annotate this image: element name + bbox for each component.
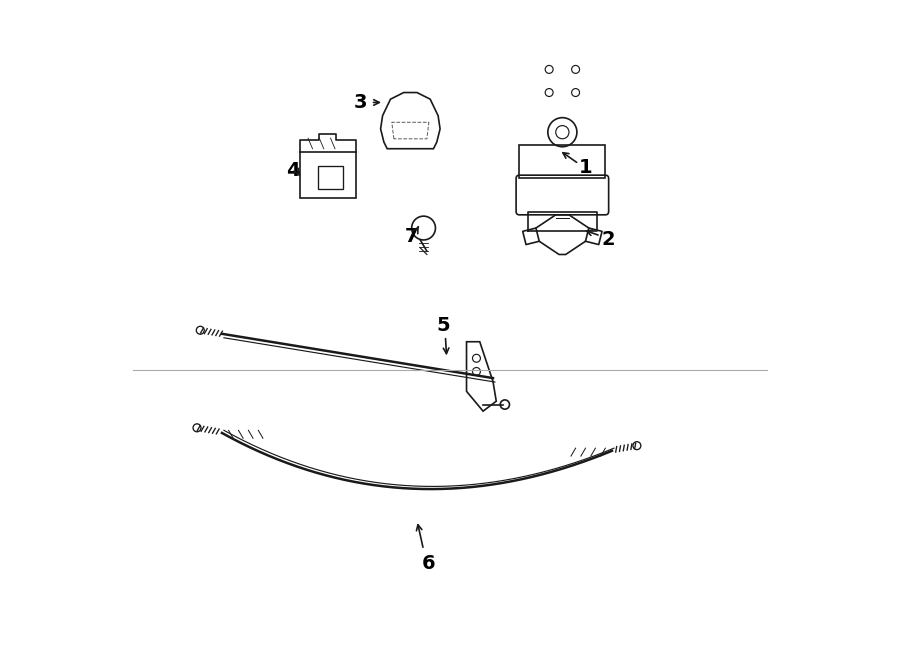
Bar — [318, 166, 343, 189]
Text: 3: 3 — [354, 93, 367, 112]
Text: 7: 7 — [405, 227, 418, 246]
Circle shape — [193, 424, 201, 432]
Bar — [519, 145, 606, 178]
Text: 1: 1 — [579, 158, 592, 176]
Text: 2: 2 — [602, 231, 616, 249]
Text: 4: 4 — [286, 161, 301, 180]
Text: 5: 5 — [436, 316, 450, 334]
Text: 6: 6 — [422, 555, 436, 573]
Circle shape — [196, 327, 204, 334]
Bar — [300, 152, 356, 198]
Circle shape — [633, 442, 641, 449]
